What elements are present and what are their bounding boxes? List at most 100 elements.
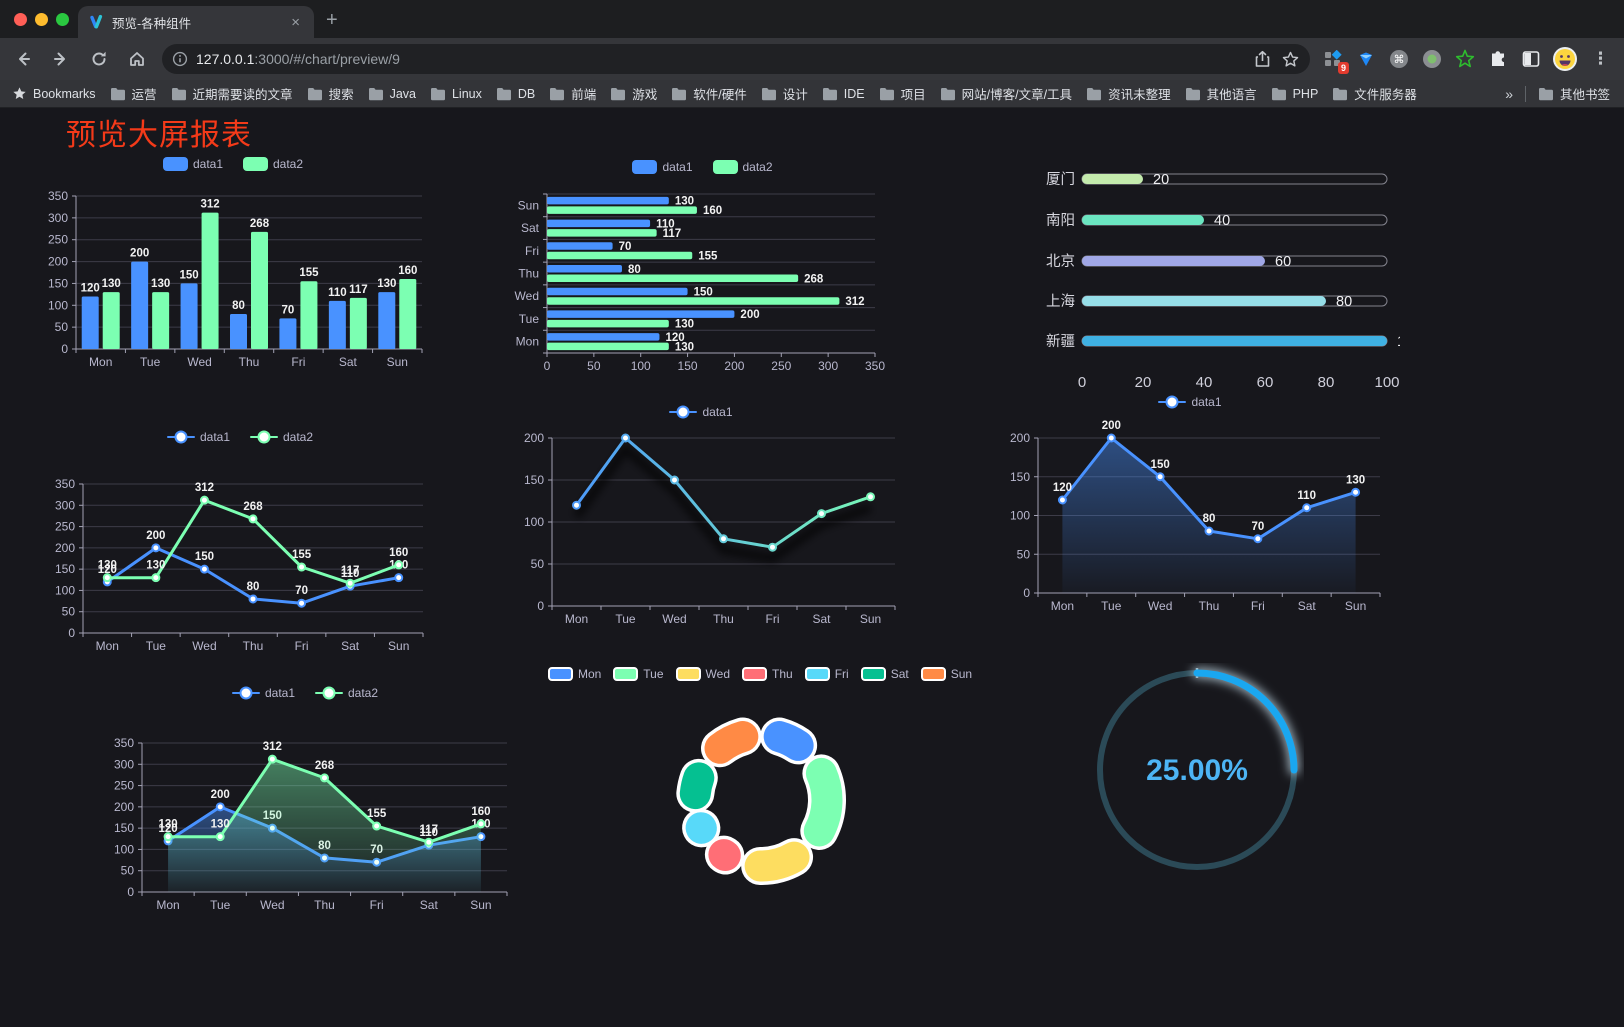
legend-item[interactable]: data1 [231,686,295,700]
svg-text:80: 80 [628,264,641,276]
tab-strip: 预览-各种组件 × + [0,0,1624,38]
legend-item[interactable]: Mon [547,667,602,681]
legend-label: Tue [643,667,664,681]
bookmarks-overflow-button[interactable]: » [1505,85,1513,102]
home-button[interactable] [122,44,152,74]
side-panel-icon[interactable] [1520,48,1542,70]
legend-item[interactable]: data2 [243,157,303,171]
legend-item[interactable]: Fri [804,667,849,681]
bookmark-label: Bookmarks [33,86,96,101]
extension-command-icon[interactable]: ⌘ [1388,48,1410,70]
svg-text:350: 350 [55,477,75,491]
svg-text:120: 120 [1053,482,1072,494]
gradient-line-chart[interactable]: data1 0 50 100 150 200 Mon Tue Wed Thu Fri Sat Sun [505,400,897,632]
legend-item[interactable]: data1 [632,160,693,174]
folder-icon [822,87,837,100]
other-bookmarks-folder[interactable]: 其他书签 [1538,84,1610,103]
bookmark-label: 运营 [131,88,157,102]
extension-grid-icon[interactable]: 9 [1322,48,1349,74]
legend-item[interactable]: data1 [162,157,223,171]
svg-text:Wed: Wed [1148,599,1172,613]
new-tab-button[interactable]: + [326,9,338,31]
legend-item[interactable]: data1 [1158,395,1222,409]
bookmark-item[interactable]: 网站/博客/文章/工具 [940,84,1072,103]
folder-icon [550,87,565,100]
svg-text:Sat: Sat [812,612,831,626]
svg-text:Thu: Thu [713,612,734,626]
forward-button[interactable] [46,44,76,74]
legend-label: Sat [890,667,909,681]
bookmark-item[interactable]: IDE [822,87,865,101]
grouped-bar-chart[interactable]: data1 data2 0 50 100 150 200 250 300 350 Mon Tue Wed… [38,148,428,376]
horizontal-bar-chart[interactable]: data1 data2 0 50 100 150 200 250 300 350 Mon Tue Wed… [505,150,900,378]
gauge-progress-chart[interactable]: 25.00% [1090,663,1304,877]
extension-star-icon[interactable] [1454,48,1476,70]
legend-item[interactable]: data1 [669,405,733,419]
bookmark-item[interactable]: Java [368,87,416,101]
bookmark-item[interactable]: Linux [430,87,482,101]
bookmark-item[interactable]: 搜索 [307,84,354,103]
svg-text:Mon: Mon [516,335,539,349]
svg-text:Wed: Wed [260,898,284,912]
line-chart[interactable]: data1 data2 0 50 100 150 200 250 300 350 Mon Tue Wed… [45,423,435,658]
bookmark-item[interactable]: 软件/硬件 [671,84,747,103]
bookmark-item[interactable]: 近期需要读的文章 [171,84,293,103]
share-button[interactable] [1254,50,1271,68]
tab-close-icon[interactable]: × [291,13,300,31]
double-area-chart[interactable]: data1 data2 0 50 100 150 200 250 300 350 Mon Tue Wed… [95,680,515,925]
bookmark-item[interactable]: PHP [1271,87,1318,101]
address-bar[interactable]: 127.0.0.1:3000/#/chart/preview/9 [162,44,1310,74]
bookmark-item[interactable]: Bookmarks [12,86,96,101]
legend-item[interactable]: Sun [920,667,972,681]
site-info-icon[interactable] [172,51,188,67]
extension-record-icon[interactable] [1421,48,1443,70]
single-area-chart[interactable]: data1 0 50 100 150 200 Mon Tue Wed Thu Fri Sat Sun 12… [990,388,1390,620]
bookmark-item[interactable]: DB [496,87,535,101]
url-text[interactable]: 127.0.0.1:3000/#/chart/preview/9 [196,51,1244,67]
legend-item[interactable]: Thu [742,667,793,681]
legend-item[interactable]: Wed [675,667,730,681]
legend-item[interactable]: Sat [860,667,909,681]
svg-text:100: 100 [631,359,651,373]
legend-marker-icon [315,686,343,700]
svg-text:北京: 北京 [1046,253,1075,270]
legend-item[interactable]: Tue [613,667,664,681]
svg-text:Mon: Mon [96,639,119,653]
bookmark-item[interactable]: 项目 [879,84,926,103]
close-window-button[interactable] [14,13,27,26]
bookmark-item[interactable]: 其他语言 [1185,84,1257,103]
svg-text:117: 117 [349,284,368,296]
svg-text:150: 150 [195,551,214,563]
bookmark-item[interactable]: 前端 [549,84,596,103]
city-progress-chart[interactable]: 厦门 20 南阳 40 北京 60 上海 80 新疆 100 0 20 40 60 80 100 [990,150,1421,395]
legend-label: Mon [577,667,602,681]
bookmark-item[interactable]: 资讯未整理 [1086,84,1171,103]
legend-item[interactable]: data2 [250,430,313,444]
legend-item[interactable]: data2 [315,686,378,700]
extensions-puzzle-icon[interactable] [1487,48,1509,70]
bookmark-item[interactable]: 设计 [761,84,808,103]
bookmark-item[interactable]: 运营 [110,84,157,103]
profile-avatar[interactable] [1553,47,1577,71]
legend-label: data2 [348,686,379,700]
svg-text:130: 130 [146,560,165,572]
reload-button[interactable] [84,44,114,74]
legend-item[interactable]: data1 [166,430,230,444]
bookmark-item[interactable]: 游戏 [610,84,657,103]
back-button[interactable] [8,44,38,74]
extension-gem-icon[interactable] [1355,48,1377,70]
maximize-window-button[interactable] [56,13,69,26]
browser-menu-icon[interactable]: ⋮ [1592,49,1609,68]
legend-item[interactable]: data2 [712,160,773,174]
bookmark-item[interactable]: 文件服务器 [1332,84,1417,103]
minimize-window-button[interactable] [35,13,48,26]
svg-text:150: 150 [524,473,544,487]
svg-text:80: 80 [247,581,260,593]
browser-tab[interactable]: 预览-各种组件 × [78,6,314,38]
legend-marker-icon [231,686,260,700]
svg-text:Sun: Sun [470,898,491,912]
legend-label: Wed [705,667,730,681]
bookmark-star-button[interactable] [1281,50,1300,69]
donut-chart[interactable]: Mon Tue Wed Thu Fri Sat Sun [547,660,972,900]
